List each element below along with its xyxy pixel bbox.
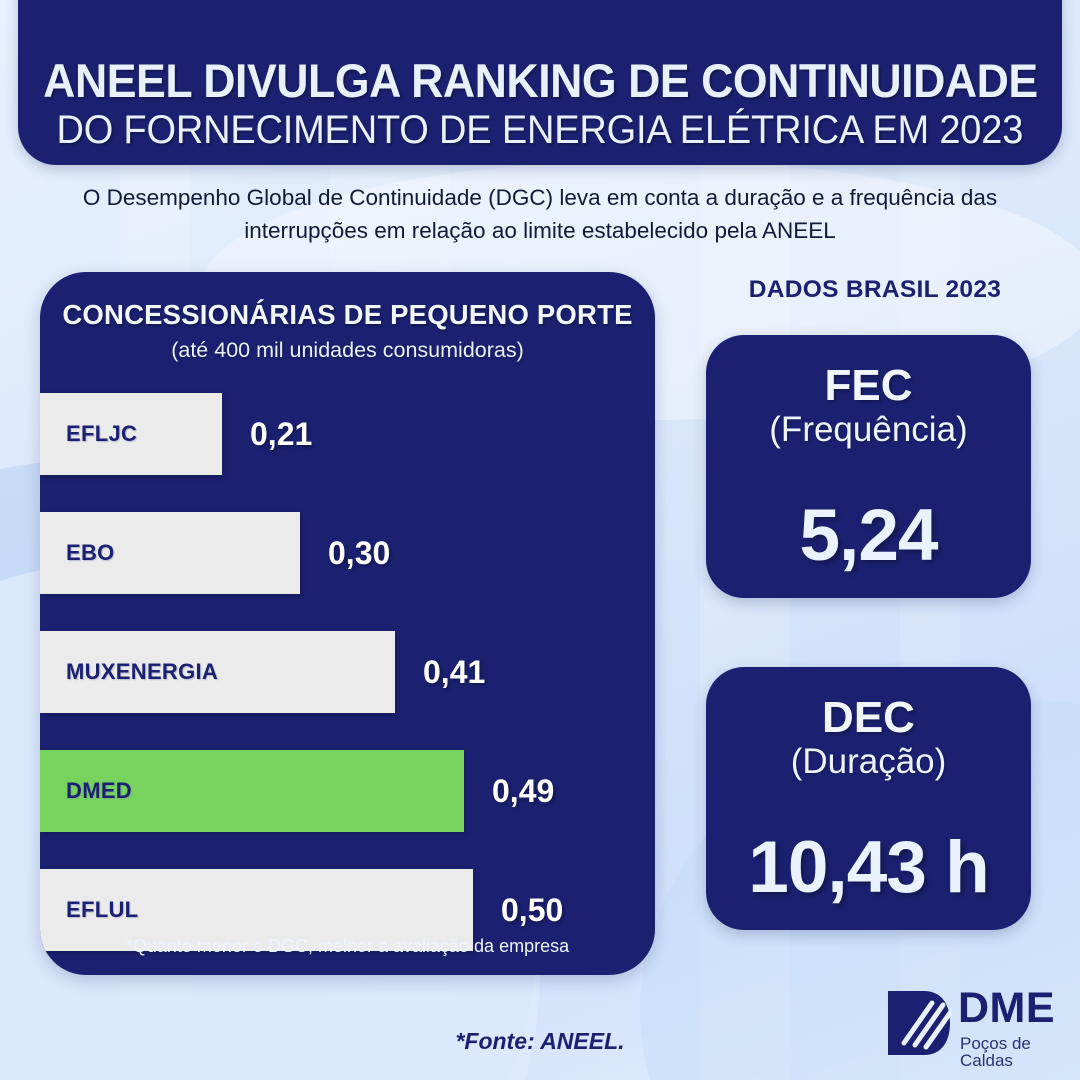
chart-title: CONCESSIONÁRIAS DE PEQUENO PORTE	[62, 299, 633, 330]
bar-label: DMED	[66, 778, 132, 803]
stat-card-fec: FEC (Frequência) 5,24	[706, 335, 1031, 598]
stat-abbr: FEC	[824, 361, 913, 410]
stat-name: (Duração)	[790, 742, 947, 782]
bar-label: EFLUL	[66, 897, 139, 922]
bar-row: EFLUL 0,50	[40, 860, 655, 975]
bar-value: 0,49	[492, 772, 555, 809]
dme-logo-subtitle: Poços de Caldas	[960, 1034, 1031, 1070]
stat-value: 10,43 h	[748, 827, 990, 908]
chart-subtitle: (até 400 mil unidades consumidoras)	[171, 338, 524, 362]
bar-row: EFLJC 0,21	[40, 384, 655, 503]
bar-value: 0,41	[423, 653, 486, 690]
bar-value: 0,30	[328, 534, 391, 571]
bar: EFLUL	[40, 869, 473, 951]
bar-chart: EFLJC 0,21 EBO 0,30 MUXENERGIA 0,41 DMED 0,49 EF…	[40, 384, 655, 975]
dme-logo-text: DME	[958, 984, 1056, 1032]
chart-panel: CONCESSIONÁRIAS DE PEQUENO PORTE (até 40…	[40, 272, 655, 975]
bar: EBO	[40, 512, 300, 594]
stat-card-dec: DEC (Duração) 10,43 h	[706, 667, 1031, 930]
page-subtitle: DO FORNECIMENTO DE ENERGIA ELÉTRICA EM 2…	[56, 108, 1024, 153]
bar: EFLJC	[40, 393, 222, 475]
bar-label: MUXENERGIA	[66, 659, 219, 684]
bar-row: DMED 0,49	[40, 741, 655, 860]
stat-name: (Frequência)	[769, 410, 968, 450]
bar-label: EFLJC	[66, 421, 138, 446]
dme-logo-mark	[888, 991, 953, 1055]
dme-logo: DME Poços de Caldas	[884, 984, 1064, 1069]
bar-value: 0,21	[250, 415, 313, 452]
bar-value: 0,50	[501, 891, 564, 928]
source-note: *Fonte: ANEEL.	[455, 1028, 625, 1054]
bar-row: MUXENERGIA 0,41	[40, 622, 655, 741]
stat-value: 5,24	[799, 495, 938, 576]
bar: MUXENERGIA	[40, 631, 395, 713]
bar-label: EBO	[66, 540, 115, 565]
dados-brasil-title: DADOS BRASIL 2023	[748, 276, 1002, 303]
header-banner: ANEEL DIVULGA RANKING DE CONTINUIDADE DO…	[18, 0, 1062, 165]
bar-row: EBO 0,30	[40, 503, 655, 622]
stat-abbr: DEC	[822, 693, 915, 742]
chart-footnote: *Quanto menor o DGC, melhor a avaliação …	[125, 936, 570, 956]
intro-text: O Desempenho Global de Continuidade (DGC…	[82, 185, 998, 243]
page-title: ANEEL DIVULGA RANKING DE CONTINUIDADE	[42, 54, 1038, 108]
bar: DMED	[40, 750, 464, 832]
